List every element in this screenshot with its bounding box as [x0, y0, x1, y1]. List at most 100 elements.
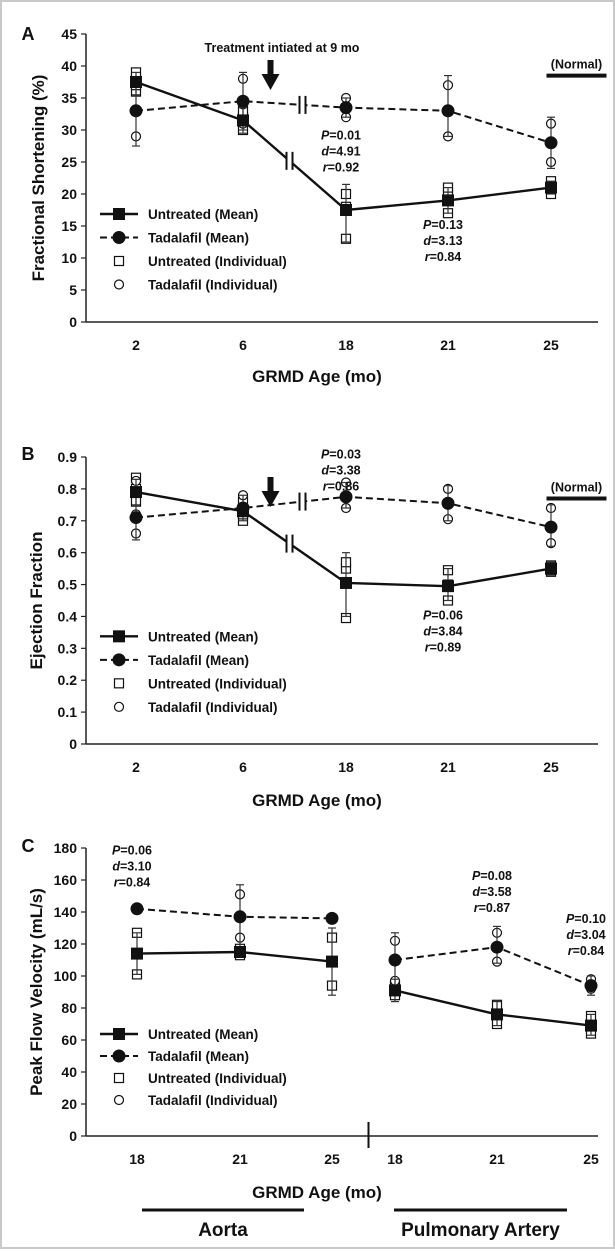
- legend-label: Untreated (Mean): [148, 207, 258, 222]
- x-tick-label: 25: [324, 1151, 340, 1167]
- legend-label: Tadalafil (Mean): [148, 1049, 249, 1064]
- x-tick-label: 21: [440, 759, 456, 775]
- legend-swatch-marker: [113, 279, 125, 290]
- untreated-mean-marker: [130, 486, 142, 499]
- legend-label: Untreated (Individual): [148, 254, 287, 269]
- y-axis-title: Fractional Shortening (%): [29, 75, 48, 282]
- untreated-mean-marker: [130, 76, 142, 88]
- tadalafil-mean-marker: [388, 953, 402, 967]
- y-tick-label: 0.7: [58, 513, 78, 529]
- treatment-arrow-head: [261, 74, 280, 90]
- stat-annotation-line: r=0.84: [425, 250, 462, 264]
- legend-swatch-marker: [113, 1072, 125, 1084]
- untreated-mean-marker: [491, 1008, 503, 1021]
- untreated-mean-marker: [237, 505, 249, 518]
- legend-swatch-marker: [113, 1094, 125, 1106]
- panel-letter: C: [22, 836, 35, 856]
- panel-letter: A: [22, 24, 35, 44]
- y-tick-label: 0.9: [58, 449, 78, 465]
- stat-annotation-line: d=3.84: [423, 625, 462, 639]
- y-tick-label: 100: [54, 968, 78, 984]
- stat-annotation-line: P=0.03: [321, 448, 361, 462]
- tadalafil-mean-marker: [441, 496, 455, 510]
- stat-annotation-line: r=0.84: [114, 875, 151, 889]
- y-tick-label: 0.3: [58, 640, 78, 656]
- x-axis-title: GRMD Age (mo): [252, 367, 382, 386]
- y-tick-label: 20: [61, 186, 77, 202]
- axis-break-gap: [299, 492, 306, 511]
- tadalafil-mean-marker: [490, 940, 504, 954]
- axis-break-gap: [286, 534, 293, 553]
- tadalafil-mean-marker: [339, 490, 353, 504]
- untreated-mean-marker: [326, 955, 338, 968]
- stat-annotation-line: P=0.06: [112, 843, 152, 857]
- legend-swatch-marker: [113, 678, 125, 689]
- y-tick-label: 0.6: [58, 545, 78, 561]
- x-tick-label: 18: [338, 337, 354, 353]
- legend-label: Untreated (Mean): [148, 1027, 258, 1042]
- stat-annotation-line: P=0.10: [566, 912, 606, 926]
- untreated-mean-marker: [237, 114, 249, 127]
- y-tick-label: 0.8: [58, 481, 78, 497]
- y-tick-label: 0.5: [58, 577, 78, 593]
- untreated-mean-marker: [340, 204, 352, 216]
- y-tick-label: 40: [61, 58, 77, 74]
- stat-annotation-line: d=4.91: [321, 145, 360, 159]
- untreated-mean-marker: [585, 1019, 597, 1032]
- y-tick-label: 60: [61, 1032, 77, 1048]
- untreated-mean-marker: [389, 984, 401, 997]
- stat-annotation-line: d=3.58: [472, 885, 511, 899]
- stat-annotation-line: r=0.86: [323, 480, 360, 494]
- x-axis-title: GRMD Age (mo): [252, 1183, 382, 1202]
- x-tick-label: 21: [440, 337, 456, 353]
- legend-swatch-marker: [113, 255, 125, 267]
- legend-swatch-marker: [112, 1049, 126, 1063]
- legend-label: Tadalafil (Mean): [148, 231, 249, 246]
- legend-swatch-marker: [112, 653, 126, 667]
- y-tick-label: 5: [69, 282, 77, 298]
- normal-label: (Normal): [551, 480, 602, 494]
- stat-annotation-line: P=0.08: [472, 869, 512, 883]
- y-tick-label: 120: [54, 936, 78, 952]
- tadalafil-mean-marker: [544, 520, 558, 534]
- panel-letter: B: [22, 444, 35, 464]
- legend-swatch-marker: [113, 208, 125, 220]
- legend-swatch-marker: [113, 1028, 125, 1040]
- x-tick-label: 6: [239, 759, 247, 775]
- untreated-mean-marker: [545, 562, 557, 575]
- tadalafil-mean-marker: [339, 101, 353, 115]
- group-label: Pulmonary Artery: [401, 1220, 560, 1241]
- x-axis-title: GRMD Age (mo): [252, 791, 382, 810]
- normal-label: (Normal): [551, 58, 602, 72]
- tadalafil-mean-marker: [584, 979, 598, 993]
- y-tick-label: 0.4: [58, 608, 78, 624]
- x-tick-label: 2: [132, 759, 140, 775]
- y-tick-label: 15: [61, 218, 77, 234]
- y-tick-label: 0: [69, 314, 77, 330]
- stat-annotation-line: P=0.06: [423, 609, 463, 623]
- untreated-mean-marker: [442, 194, 454, 207]
- tadalafil-mean-marker: [129, 104, 143, 118]
- stat-annotation-line: r=0.87: [474, 901, 511, 915]
- tadalafil-mean-marker: [130, 902, 144, 916]
- legend-swatch-marker: [112, 231, 126, 244]
- axis-break-gap: [299, 95, 306, 114]
- stat-annotation-line: r=0.89: [425, 641, 462, 655]
- legend-label: Tadalafil (Individual): [148, 278, 278, 293]
- treatment-arrow-head: [261, 491, 280, 507]
- tadalafil-mean-marker: [129, 511, 143, 525]
- legend-swatch-marker: [113, 630, 125, 643]
- tadalafil-mean-marker: [325, 911, 339, 925]
- x-tick-label: 18: [387, 1151, 403, 1167]
- untreated-mean-marker: [442, 580, 454, 593]
- y-tick-label: 0.1: [58, 704, 78, 720]
- y-tick-label: 10: [61, 250, 77, 266]
- x-tick-label: 25: [583, 1151, 599, 1167]
- tadalafil-mean-marker: [441, 104, 455, 118]
- tadalafil-mean-marker: [544, 136, 558, 150]
- x-tick-label: 25: [543, 337, 559, 353]
- y-tick-label: 20: [61, 1096, 77, 1112]
- y-tick-label: 0: [69, 736, 77, 752]
